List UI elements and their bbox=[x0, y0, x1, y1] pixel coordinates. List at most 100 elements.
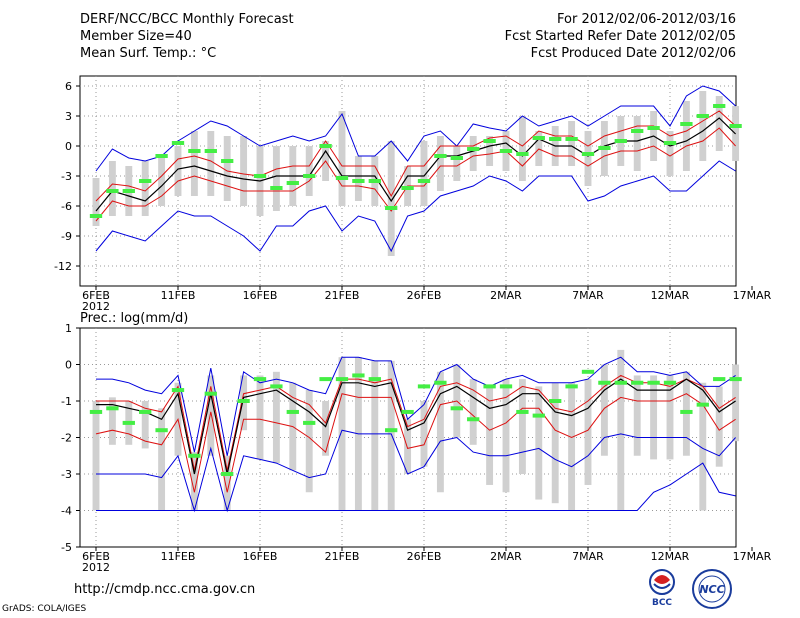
prec-ytick-label: -5 bbox=[61, 541, 72, 554]
prec-obs-marker bbox=[450, 406, 463, 411]
temp-obs-marker bbox=[549, 137, 562, 141]
prec-xtick-label: 2MAR bbox=[490, 550, 522, 563]
prec-obs-marker bbox=[188, 453, 201, 458]
temp-obs-marker bbox=[106, 189, 119, 193]
prec-xtick-label: 21FEB bbox=[325, 550, 360, 563]
prec-obs-marker bbox=[614, 380, 627, 385]
footer-url[interactable]: http://cmdp.ncc.cma.gov.cn bbox=[74, 582, 256, 597]
temp-spread-bar bbox=[617, 116, 625, 166]
prec-obs-marker bbox=[253, 377, 267, 382]
prec-obs-marker bbox=[467, 417, 480, 422]
prec-spread-bar bbox=[223, 455, 231, 511]
temp-obs-marker bbox=[499, 149, 513, 153]
temp-xtick-label: 21FEB bbox=[325, 289, 360, 302]
prec-spread-bar bbox=[108, 397, 116, 445]
temp-max-line bbox=[95, 85, 736, 172]
temp-spread-bar bbox=[289, 146, 297, 206]
temp-obs-marker bbox=[89, 214, 103, 218]
prec-ytick-label: -2 bbox=[61, 432, 72, 445]
temp-spread-bar bbox=[158, 156, 166, 206]
prec-xtick-label: 12MAR bbox=[651, 550, 690, 563]
produced-date: Fcst Produced Date 2012/02/06 bbox=[530, 46, 736, 61]
temp-obs-marker bbox=[368, 179, 381, 183]
prec-obs-marker bbox=[319, 377, 332, 382]
prec-spread-bar bbox=[305, 390, 313, 493]
temp-obs-marker bbox=[647, 126, 660, 130]
forecast-period: For 2012/02/06-2012/03/16 bbox=[557, 12, 736, 27]
temp-spread-bar bbox=[715, 96, 723, 151]
temp-obs-marker bbox=[483, 139, 496, 143]
prec-obs-marker bbox=[106, 406, 119, 411]
prec-spread-bar bbox=[666, 375, 674, 460]
prec-ytick-label: 0 bbox=[65, 359, 72, 372]
temp-spread-bar bbox=[666, 131, 674, 176]
temp-xtick-label: 17MAR bbox=[733, 289, 772, 302]
temp-spread-bar bbox=[453, 146, 461, 181]
temp-xtick-label: 7MAR bbox=[572, 289, 604, 302]
temp-spread-bar bbox=[174, 146, 182, 196]
temp-ytick-label: 6 bbox=[65, 80, 72, 93]
prec-spread-bar bbox=[502, 379, 510, 493]
temp-obs-marker bbox=[352, 179, 365, 183]
prec-obs-marker bbox=[368, 377, 381, 382]
temp-obs-marker bbox=[450, 156, 463, 160]
temp-obs-marker bbox=[532, 136, 545, 140]
prec-spread-bar bbox=[256, 375, 264, 460]
prec-spread-bar bbox=[92, 401, 100, 511]
temp-obs-marker bbox=[155, 154, 168, 158]
ncc-logo-text: NCC bbox=[699, 583, 724, 596]
temp-ytick-label: -6 bbox=[61, 200, 72, 213]
temp-spread-bar bbox=[535, 131, 543, 166]
prec-spread-bar bbox=[371, 360, 379, 511]
prec-spread-bar bbox=[617, 349, 625, 511]
prec-obs-marker bbox=[680, 409, 693, 414]
temp-obs-marker bbox=[139, 179, 152, 183]
temp-obs-marker bbox=[713, 104, 726, 108]
prec-spread-bar bbox=[715, 386, 723, 467]
prec-chart-title: Prec.: log(mm/d) bbox=[80, 311, 188, 326]
temp-spread-bar bbox=[551, 126, 559, 166]
prec-obs-marker bbox=[565, 384, 578, 389]
prec-spread-bar bbox=[174, 382, 182, 456]
prec-obs-marker bbox=[532, 413, 545, 418]
prec-obs-marker bbox=[598, 380, 611, 385]
prec-obs-marker bbox=[221, 472, 234, 476]
prec-spread-bar bbox=[354, 357, 362, 511]
prec-spread-bar bbox=[158, 408, 166, 511]
prec-spread-bar bbox=[535, 386, 543, 500]
temp-obs-marker bbox=[581, 152, 595, 156]
temp-obs-marker bbox=[221, 159, 234, 163]
prec-p25-line bbox=[95, 393, 736, 493]
prec-obs-marker bbox=[696, 402, 709, 407]
temp-spread-bar bbox=[190, 131, 198, 196]
temp-obs-marker bbox=[303, 174, 316, 178]
temp-spread-bar bbox=[732, 106, 740, 161]
temp-ytick-label: 0 bbox=[65, 140, 72, 153]
prec-spread-bar bbox=[518, 379, 526, 474]
temp-obs-marker bbox=[417, 179, 431, 183]
temp-obs-marker bbox=[680, 122, 693, 126]
temp-spread-bar bbox=[371, 156, 379, 206]
temp-spread-bar bbox=[92, 178, 100, 226]
prec-obs-marker bbox=[352, 373, 365, 378]
prec-spread-bar bbox=[190, 452, 198, 511]
prec-spread-bar bbox=[420, 401, 428, 467]
temp-ytick-label: 3 bbox=[65, 110, 72, 123]
temp-p75-line bbox=[95, 110, 736, 202]
prec-obs-marker bbox=[581, 369, 595, 374]
temp-ytick-label: -3 bbox=[61, 170, 72, 183]
prec-obs-marker bbox=[647, 380, 660, 385]
prec-spread-bar bbox=[600, 364, 608, 456]
temp-spread-bar bbox=[322, 141, 330, 181]
temp-obs-marker bbox=[434, 154, 447, 158]
prec-obs-marker bbox=[286, 409, 299, 414]
prec-spread-bar bbox=[453, 364, 461, 438]
prec-ytick-label: -3 bbox=[61, 468, 72, 481]
temp-ytick-label: -12 bbox=[54, 260, 72, 273]
prec-spread-bar bbox=[486, 386, 494, 485]
prec-spread-bar bbox=[387, 360, 395, 511]
prec-p75-line bbox=[96, 374, 736, 471]
temp-obs-marker bbox=[729, 124, 742, 128]
prec-spread-bar bbox=[469, 379, 477, 445]
prec-obs-marker bbox=[122, 420, 135, 425]
